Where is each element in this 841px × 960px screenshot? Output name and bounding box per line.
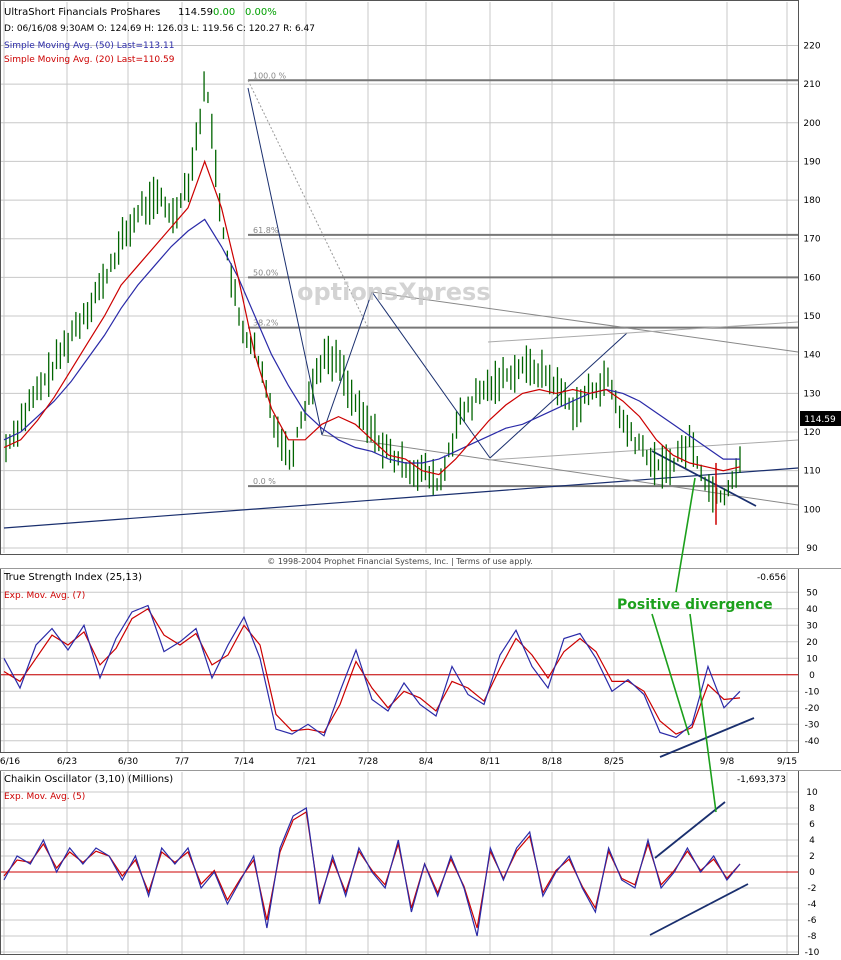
annotation-arrow-price <box>675 477 696 593</box>
tsi-line <box>3 604 741 739</box>
y-tick-label: 210 <box>803 80 820 90</box>
x-tick-label: 8/18 <box>542 757 562 767</box>
y-tick-label: -8 <box>808 932 817 942</box>
x-tick-label: 7/28 <box>358 757 378 767</box>
y-tick-label: 160 <box>803 273 820 283</box>
divergence-price-line <box>651 450 757 507</box>
up-leg-line-2 <box>489 332 628 459</box>
copyright: © 1998-2004 Prophet Financial Systems, I… <box>267 557 532 566</box>
y-tick-label: -30 <box>805 720 820 730</box>
y-tick-label: 0 <box>809 671 815 681</box>
fibonacci-levels: 100.0 % 61.8% 50.0% 38.2% 0.0 % <box>247 71 798 488</box>
y-tick-label: 140 <box>803 351 820 361</box>
sma50-line <box>3 218 740 464</box>
y-tick-label: 150 <box>803 312 820 322</box>
tsi-signal-title: Exp. Mov. Avg. (7) <box>4 591 85 601</box>
fib-label: 0.0 % <box>253 477 276 486</box>
channel-top-line <box>487 321 799 343</box>
y-tick-label: 20 <box>806 638 818 648</box>
x-tick-label: 6/30 <box>118 757 138 767</box>
y-tick-label: 30 <box>806 621 818 631</box>
sma20-line <box>3 159 741 476</box>
y-tick-label: 50 <box>806 588 818 598</box>
annotation-arrow-tsi <box>651 613 690 736</box>
fib-label: 50.0% <box>253 268 279 277</box>
upper-channel-line <box>371 291 799 353</box>
x-tick-label: 8/11 <box>480 757 500 767</box>
y-tick-label: -20 <box>805 704 820 714</box>
price-bars <box>5 71 741 525</box>
y-tick-label: 180 <box>803 196 820 206</box>
ohlc-readout: D: 06/16/08 9:30AM O: 124.69 H: 126.03 L… <box>4 24 315 34</box>
y-tick-label: 200 <box>803 119 820 129</box>
divergence-chaikin-lower <box>649 883 749 936</box>
y-tick-label: 2 <box>809 852 815 862</box>
lower-channel-line <box>321 434 799 506</box>
divergence-chaikin-upper <box>654 801 726 859</box>
x-tick-label: 8/4 <box>419 757 434 767</box>
x-tick-label: 9/15 <box>777 757 797 767</box>
down-leg-line-2 <box>371 291 491 459</box>
y-tick-label: -2 <box>808 884 817 894</box>
chaikin-title: Chaikin Oscillator (3,10) (Millions) <box>4 774 173 785</box>
y-tick-label: 110 <box>803 467 820 477</box>
watermark: optionsXpress <box>297 278 491 306</box>
annotation-arrow-chaikin <box>689 613 717 813</box>
tsi-title: True Strength Index (25,13) <box>3 572 142 583</box>
y-tick-label: 190 <box>803 157 820 167</box>
y-tick-label: 220 <box>803 41 820 51</box>
up-leg-line <box>321 291 373 436</box>
x-tick-label: 8/25 <box>604 757 624 767</box>
fib-label: 38.2% <box>253 319 279 328</box>
price-change: 0.00 <box>213 7 235 18</box>
last-price: 114.59 <box>178 7 213 18</box>
y-tick-label: 100 <box>803 505 820 515</box>
down-leg-line <box>247 87 323 436</box>
y-tick-label: 40 <box>806 605 818 615</box>
grid <box>1 2 798 954</box>
y-tick-label: 0 <box>809 868 815 878</box>
y-tick-label: 170 <box>803 235 820 245</box>
price-change-pct: 0.00% <box>245 7 277 18</box>
chaikin-panel-frame <box>0 770 799 955</box>
sma20-legend: Simple Moving Avg. (20) Last=110.59 <box>4 55 175 65</box>
x-tick-label: 6/16 <box>0 757 20 767</box>
instrument-title: UltraShort Financials ProShares <box>4 7 160 18</box>
fib-label: 100.0 % <box>253 71 286 80</box>
y-tick-label: 130 <box>803 389 820 399</box>
x-tick-label: 9/8 <box>720 757 735 767</box>
y-tick-label: 10 <box>806 654 818 664</box>
y-tick-label: -10 <box>805 948 820 956</box>
tsi-last: -0.656 <box>757 573 786 583</box>
annotation-text: Positive divergence <box>617 597 773 613</box>
y-tick-label: -6 <box>808 916 817 926</box>
y-tick-label: 90 <box>806 544 818 554</box>
divergence-annotation: Positive divergence <box>617 477 773 813</box>
x-tick-label: 7/21 <box>296 757 316 767</box>
x-tick-label: 7/14 <box>234 757 254 767</box>
chaikin-signal-title: Exp. Mov. Avg. (5) <box>4 792 85 802</box>
y-tick-label: -40 <box>805 737 820 747</box>
y-tick-label: 6 <box>809 820 815 830</box>
x-tick-label: 7/7 <box>175 757 189 767</box>
y-tick-label: 4 <box>809 836 815 846</box>
x-tick-label: 6/23 <box>57 757 77 767</box>
y-tick-label: 10 <box>806 788 818 798</box>
tsi-signal-line <box>3 607 741 735</box>
sma50-legend: Simple Moving Avg. (50) Last=113.11 <box>4 41 174 51</box>
chaikin-line <box>3 807 741 937</box>
y-tick-label: 8 <box>809 804 815 814</box>
tick-labels: 6/16 6/23 6/30 7/7 7/14 7/21 7/28 8/4 8/11 8/18 8/… <box>0 41 821 958</box>
fib-diagonal <box>247 80 369 328</box>
chaikin-last: -1,693,373 <box>737 775 786 785</box>
y-tick-label: -4 <box>808 900 817 910</box>
last-price-badge <box>800 411 841 426</box>
last-price-badge-text: 114.59 <box>804 415 836 425</box>
y-tick-label: 120 <box>803 428 820 438</box>
y-tick-label: -10 <box>805 687 820 697</box>
fib-label: 61.8% <box>253 226 279 235</box>
series-lines <box>3 159 741 937</box>
